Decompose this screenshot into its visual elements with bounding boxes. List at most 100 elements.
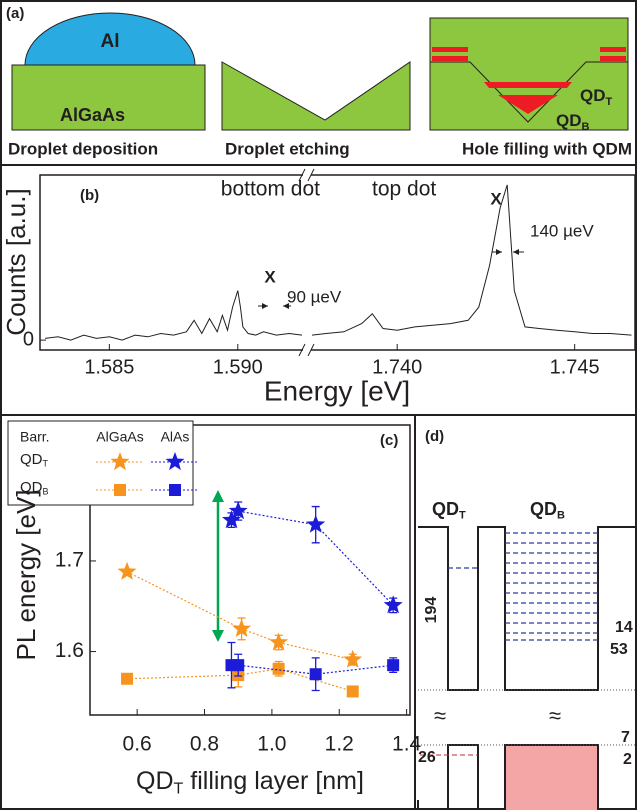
levels xyxy=(448,532,598,641)
annotation: top dot xyxy=(372,178,436,201)
x-tick-label: 0.8 xyxy=(190,733,219,756)
dot-label-main: QD xyxy=(556,111,582,130)
dot-label: QDT xyxy=(432,499,466,522)
legend-row: QDT xyxy=(20,451,49,469)
marker-square xyxy=(309,668,322,681)
legend-marker xyxy=(165,452,185,471)
axis-break: ≈ xyxy=(434,703,446,728)
step-label: Droplet etching xyxy=(225,139,350,158)
x-tick-label: 1.2 xyxy=(325,733,354,756)
annotation: X xyxy=(490,189,502,208)
series-line xyxy=(126,571,353,661)
x-tick-label: 0.6 xyxy=(123,733,152,756)
panel-label: (a) xyxy=(6,5,24,22)
dot-label-main: QD xyxy=(530,499,557,519)
x-tick-label: 1.4 xyxy=(392,733,422,756)
step-label: Droplet deposition xyxy=(8,139,158,158)
x-tick-label: 1.585 xyxy=(84,356,134,378)
marker-square xyxy=(272,662,285,675)
x-tick-label: 1.590 xyxy=(213,356,263,378)
dot-bottom xyxy=(498,95,558,114)
dot-label-sub: T xyxy=(606,96,613,108)
legend-marker xyxy=(114,484,126,496)
axis-break: ≈ xyxy=(549,703,561,728)
legend-row-sub: T xyxy=(43,459,49,469)
break-mark xyxy=(298,168,306,182)
conduction-band xyxy=(418,526,637,691)
annotation: 140 µeV xyxy=(530,221,594,240)
x-axis-label: Energy [eV] xyxy=(264,375,410,406)
energy-label: 2 xyxy=(623,751,632,768)
layer xyxy=(600,56,626,61)
chart-label: (c) xyxy=(380,432,398,449)
x-axis-label-main: QD xyxy=(136,767,174,795)
energy-label: 7 xyxy=(621,729,630,746)
spectrum xyxy=(311,184,632,336)
legend-row-main: QD xyxy=(20,479,43,496)
y-tick-label: 0 xyxy=(23,328,34,350)
band-diagram xyxy=(417,526,637,810)
droplet xyxy=(24,12,196,66)
marker-square xyxy=(121,672,134,685)
annotation: 90 µeV xyxy=(287,287,342,306)
substrate xyxy=(11,64,206,131)
layer xyxy=(432,47,468,52)
x-axis-label-post: filling layer [nm] xyxy=(183,767,364,795)
legend-row-sub: B xyxy=(43,487,49,497)
hole-outline xyxy=(430,61,628,123)
x-tick-label: 1.740 xyxy=(372,356,422,378)
x-tick-label: 1.0 xyxy=(257,733,286,756)
spectrum xyxy=(45,290,303,341)
energy-label: 14 xyxy=(615,619,633,636)
layer xyxy=(432,56,468,61)
marker-star xyxy=(228,501,248,520)
legend-column: AlAs xyxy=(161,429,190,445)
marker-star xyxy=(117,561,137,580)
marker-star xyxy=(306,514,326,533)
step-label: Hole filling with QDM xyxy=(462,139,632,158)
annotation: X xyxy=(264,267,276,286)
marker-square xyxy=(232,659,245,672)
chart-label: (b) xyxy=(80,187,99,204)
panel-label: (d) xyxy=(425,428,444,445)
marker-square xyxy=(387,659,400,672)
dot-top xyxy=(484,82,572,88)
legend-row-main: QD xyxy=(20,451,43,468)
layer xyxy=(600,47,626,52)
substrate-label: AlGaAs xyxy=(60,105,125,125)
y-axis-label: PL energy [eV] xyxy=(11,489,41,660)
etched-substrate xyxy=(221,61,411,131)
dot-label-main: QD xyxy=(432,499,459,519)
marker-star xyxy=(232,618,252,637)
energy-label: 194 xyxy=(423,597,440,624)
metal-label: Al xyxy=(101,31,120,52)
arrow-head xyxy=(262,303,289,309)
energy-label: 26 xyxy=(418,749,436,766)
dot-label: QDB xyxy=(556,111,590,133)
energy-label: 53 xyxy=(610,641,628,658)
legend-marker xyxy=(169,484,181,496)
marker-star xyxy=(383,595,403,614)
dot-label: QDT xyxy=(580,86,613,108)
y-axis-label: Counts [a.u.] xyxy=(1,188,31,335)
marker-star xyxy=(343,649,363,668)
break-mark xyxy=(298,343,306,357)
marker-square xyxy=(346,685,359,698)
dot-label-main: QD xyxy=(580,86,606,105)
hole-state xyxy=(505,745,598,810)
legend-marker xyxy=(110,452,130,471)
legend-row: QDB xyxy=(20,479,49,497)
content: (a) Al AlGaAs Droplet deposition Droplet etc… xyxy=(1,5,636,798)
dot-label: QDB xyxy=(530,499,565,522)
y-tick-label: 1.6 xyxy=(55,639,84,662)
break-mark xyxy=(307,343,315,357)
y-tick-label: 1.7 xyxy=(55,548,84,571)
plot-frame xyxy=(89,424,411,716)
break-mark xyxy=(307,168,315,182)
legend-title: Barr. xyxy=(20,429,50,445)
arrow-head xyxy=(496,249,519,255)
plot-frame xyxy=(39,174,636,351)
